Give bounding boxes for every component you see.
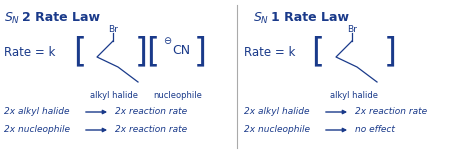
Text: Rate = k: Rate = k (4, 45, 55, 58)
Text: alkyl halide: alkyl halide (90, 91, 138, 101)
Text: alkyl halide: alkyl halide (330, 91, 378, 101)
Text: 2x alkyl halide: 2x alkyl halide (4, 108, 70, 116)
Text: ][: ][ (135, 35, 161, 69)
Text: 1 Rate Law: 1 Rate Law (271, 11, 349, 24)
Text: 2x reaction rate: 2x reaction rate (115, 125, 187, 134)
Text: nucleophile: nucleophile (154, 91, 202, 101)
Text: 2x alkyl halide: 2x alkyl halide (244, 108, 310, 116)
Text: Rate = k: Rate = k (244, 45, 295, 58)
Text: Br: Br (347, 24, 357, 34)
Text: 2x reaction rate: 2x reaction rate (115, 108, 187, 116)
Text: 2 Rate Law: 2 Rate Law (22, 11, 100, 24)
Text: [: [ (73, 35, 86, 69)
Text: $S_N$: $S_N$ (253, 11, 269, 26)
Text: [: [ (311, 35, 325, 69)
Text: Br: Br (108, 24, 118, 34)
Text: no effect: no effect (355, 125, 395, 134)
Text: 2x nucleophile: 2x nucleophile (4, 125, 70, 134)
Text: ⊖: ⊖ (163, 36, 171, 46)
Text: ]: ] (383, 35, 396, 69)
Text: CN: CN (172, 43, 190, 56)
Text: ]: ] (193, 35, 207, 69)
Text: $S_N$: $S_N$ (4, 11, 20, 26)
Text: 2x reaction rate: 2x reaction rate (355, 108, 427, 116)
Text: 2x nucleophile: 2x nucleophile (244, 125, 310, 134)
